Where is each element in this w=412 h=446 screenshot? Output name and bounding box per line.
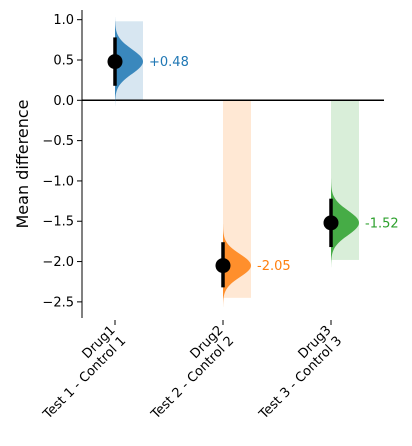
y-tick-label: 0.5	[53, 53, 74, 68]
mean-annotation: -2.05	[257, 259, 291, 274]
y-tick-label: −1.5	[42, 215, 74, 230]
distribution-half-violin	[223, 224, 251, 308]
mean-point	[107, 54, 123, 70]
mean-point-layer	[107, 54, 339, 274]
y-axis-label: Mean difference	[13, 100, 32, 229]
y-tick-label: 1.0	[53, 13, 74, 28]
x-tick-label: Drug3Test 3 - Control 3	[245, 323, 345, 423]
bootstrap-range-layer	[115, 21, 359, 298]
y-tick-label: −2.5	[42, 295, 74, 310]
distribution-layer	[115, 17, 359, 308]
y-tick-label: 0.0	[53, 94, 74, 109]
mean-point	[323, 215, 339, 231]
y-tick-label: −2.0	[42, 255, 74, 270]
distribution-half-violin	[331, 178, 359, 268]
x-tick-label: Drug1Test 1 - Control 1	[29, 323, 129, 423]
y-axis-ticks: 1.0 0.5 0.0 −0.5 −1.0 −1.5 −2.0 −2.5	[42, 13, 82, 310]
mean-point	[215, 258, 231, 274]
mean-annotation: -1.52	[365, 216, 399, 231]
mean-annotation: +0.48	[149, 55, 189, 70]
y-tick-label: −0.5	[42, 134, 74, 149]
annotation-layer: +0.48 -2.05 -1.52	[149, 55, 399, 274]
x-axis-ticks: Drug1Test 1 - Control 1 Drug2Test 2 - Con…	[29, 320, 345, 423]
distribution-half-violin	[115, 17, 143, 107]
x-tick-label: Drug2Test 2 - Control 2	[137, 323, 237, 423]
y-tick-label: −1.0	[42, 174, 74, 189]
